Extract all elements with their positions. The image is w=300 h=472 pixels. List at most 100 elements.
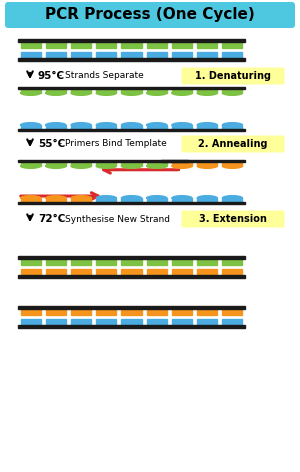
Bar [71, 162, 91, 166]
Bar [122, 42, 142, 48]
Bar [172, 162, 192, 166]
Polygon shape [197, 93, 217, 95]
Bar [71, 319, 91, 325]
Bar [147, 259, 167, 265]
Bar [197, 269, 217, 275]
Bar [147, 162, 167, 166]
Polygon shape [71, 166, 91, 169]
Text: - Synthesise New Strand: - Synthesise New Strand [56, 214, 170, 224]
Polygon shape [46, 196, 66, 198]
Bar [46, 42, 66, 48]
Bar [172, 309, 192, 315]
Bar [96, 42, 116, 48]
Bar [96, 125, 116, 129]
Bar [46, 52, 66, 58]
Bar [122, 259, 142, 265]
Bar [18, 58, 245, 61]
FancyBboxPatch shape [182, 67, 284, 84]
Polygon shape [20, 123, 41, 125]
Polygon shape [147, 123, 167, 125]
Bar [172, 319, 192, 325]
Polygon shape [147, 166, 167, 169]
Bar [122, 198, 142, 202]
Polygon shape [96, 93, 116, 95]
Bar [46, 259, 66, 265]
Bar [197, 259, 217, 265]
Bar [18, 160, 188, 162]
Bar [147, 89, 167, 93]
Bar [222, 269, 242, 275]
Bar [71, 309, 91, 315]
Polygon shape [222, 93, 242, 95]
Bar [18, 275, 245, 278]
Bar [46, 89, 66, 93]
Bar [18, 256, 245, 259]
Bar [197, 319, 217, 325]
Polygon shape [20, 196, 41, 198]
Polygon shape [20, 166, 41, 169]
Bar [46, 125, 66, 129]
Bar [18, 39, 245, 42]
Polygon shape [96, 196, 116, 198]
Polygon shape [222, 123, 242, 125]
Text: 3. Extension: 3. Extension [199, 214, 267, 224]
Text: 55°C: 55°C [38, 139, 65, 149]
Bar [147, 198, 167, 202]
Polygon shape [147, 93, 167, 95]
Polygon shape [222, 166, 242, 169]
Polygon shape [46, 93, 66, 95]
Bar [46, 309, 66, 315]
Bar [161, 160, 245, 162]
Bar [197, 198, 217, 202]
Bar [20, 125, 41, 129]
Text: 95°C: 95°C [38, 71, 65, 81]
Bar [20, 198, 41, 202]
Polygon shape [222, 196, 242, 198]
Bar [71, 198, 91, 202]
Bar [96, 162, 116, 166]
Polygon shape [96, 166, 116, 169]
Polygon shape [197, 123, 217, 125]
Bar [222, 259, 242, 265]
Bar [18, 306, 245, 309]
Text: - Primers Bind Template: - Primers Bind Template [56, 140, 167, 149]
FancyBboxPatch shape [5, 2, 295, 28]
Bar [20, 89, 41, 93]
Bar [96, 309, 116, 315]
Bar [222, 309, 242, 315]
Bar [222, 162, 242, 166]
Bar [18, 202, 245, 204]
Bar [147, 309, 167, 315]
Bar [20, 42, 41, 48]
Polygon shape [20, 93, 41, 95]
Bar [122, 162, 142, 166]
Text: 2. Annealing: 2. Annealing [198, 139, 268, 149]
Polygon shape [46, 123, 66, 125]
Bar [122, 52, 142, 58]
Bar [71, 42, 91, 48]
Bar [197, 42, 217, 48]
Bar [172, 42, 192, 48]
Bar [20, 319, 41, 325]
Text: PCR Process (One Cycle): PCR Process (One Cycle) [45, 8, 255, 23]
Bar [20, 309, 41, 315]
Polygon shape [172, 166, 192, 169]
Polygon shape [172, 93, 192, 95]
Bar [222, 319, 242, 325]
Polygon shape [172, 196, 192, 198]
Bar [172, 52, 192, 58]
Bar [20, 259, 41, 265]
Bar [46, 269, 66, 275]
Bar [46, 162, 66, 166]
Bar [18, 325, 245, 328]
Polygon shape [96, 123, 116, 125]
Bar [71, 125, 91, 129]
FancyBboxPatch shape [182, 135, 284, 152]
Bar [172, 259, 192, 265]
Polygon shape [197, 196, 217, 198]
Bar [222, 89, 242, 93]
Bar [197, 162, 217, 166]
Bar [122, 269, 142, 275]
Polygon shape [122, 123, 142, 125]
Bar [71, 52, 91, 58]
